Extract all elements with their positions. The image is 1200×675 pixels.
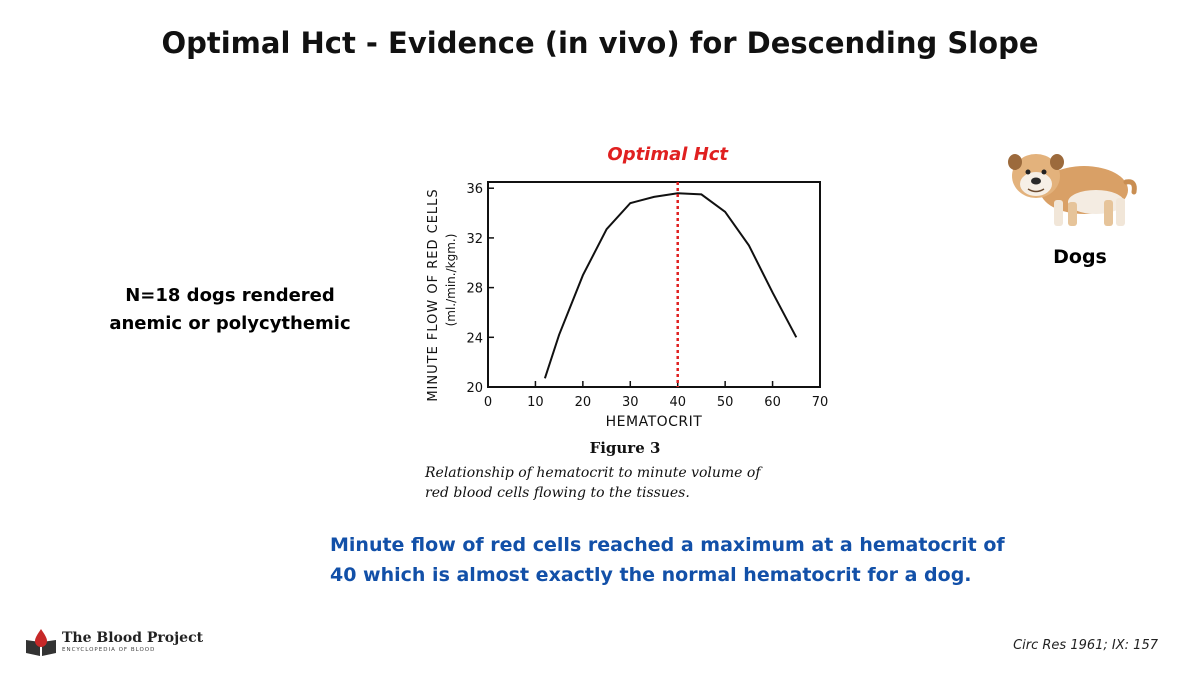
x-tick-label: 0 [484, 395, 492, 410]
x-tick-label: 60 [764, 395, 781, 410]
data-series-line [543, 192, 798, 379]
blood-project-logo: The Blood Project ENCYCLOPEDIA OF BLOOD [24, 628, 224, 660]
line-chart: 0 10 20 30 40 50 60 70 20 24 28 32 36 Optimal Hct HE… [424, 144, 829, 501]
y-axis-label-line-1: MINUTE FLOW OF RED CELLS [426, 188, 441, 401]
summary-line-1: Minute flow of red cells reached a maxim… [330, 534, 1005, 556]
x-tick-label: 40 [669, 395, 686, 410]
logo-title: The Blood Project [62, 630, 204, 646]
optimal-hct-label: Optimal Hct [607, 144, 729, 165]
figure-label: Figure 3 [590, 439, 661, 457]
x-tick-label: 20 [575, 395, 592, 410]
y-tick-label: 32 [466, 232, 483, 247]
study-note-line-2: anemic or polycythemic [109, 313, 351, 334]
x-tick-label: 50 [717, 395, 734, 410]
x-axis-label: HEMATOCRIT [606, 414, 703, 430]
y-tick-label: 24 [466, 331, 483, 346]
plot-frame [487, 181, 821, 388]
x-tick-label: 10 [527, 395, 544, 410]
figure-caption-line-1: Relationship of hematocrit to minute vol… [424, 465, 763, 481]
bulldog-icon [1008, 154, 1137, 226]
logo-subtitle: ENCYCLOPEDIA OF BLOOD [62, 647, 156, 653]
dog-label: Dogs [1053, 246, 1107, 268]
study-note-line-1: N=18 dogs rendered [125, 285, 335, 306]
x-tick-label: 70 [812, 395, 829, 410]
y-tick-label: 20 [466, 381, 483, 396]
study-note: N=18 dogs rendered anemic or polycythemi… [90, 282, 370, 338]
dog-image [1000, 140, 1140, 280]
slide-title: Optimal Hct - Evidence (in vivo) for Des… [161, 26, 1039, 60]
y-axis-label-line-2: (ml./min./kgm.) [444, 234, 458, 327]
summary-text: Minute flow of red cells reached a maxim… [330, 530, 1030, 590]
y-tick-label: 28 [466, 282, 483, 297]
x-tick-label: 30 [622, 395, 639, 410]
figure-chart: 0 10 20 30 40 50 60 70 20 24 28 32 36 Optimal Hct HE… [415, 135, 835, 505]
book-blood-drop-icon [26, 629, 56, 656]
summary-line-2: 40 which is almost exactly the normal he… [330, 564, 972, 586]
y-tick-label: 36 [466, 182, 483, 197]
citation: Circ Res 1961; IX: 157 [1013, 638, 1158, 653]
figure-caption-line-2: red blood cells flowing to the tissues. [425, 485, 690, 501]
